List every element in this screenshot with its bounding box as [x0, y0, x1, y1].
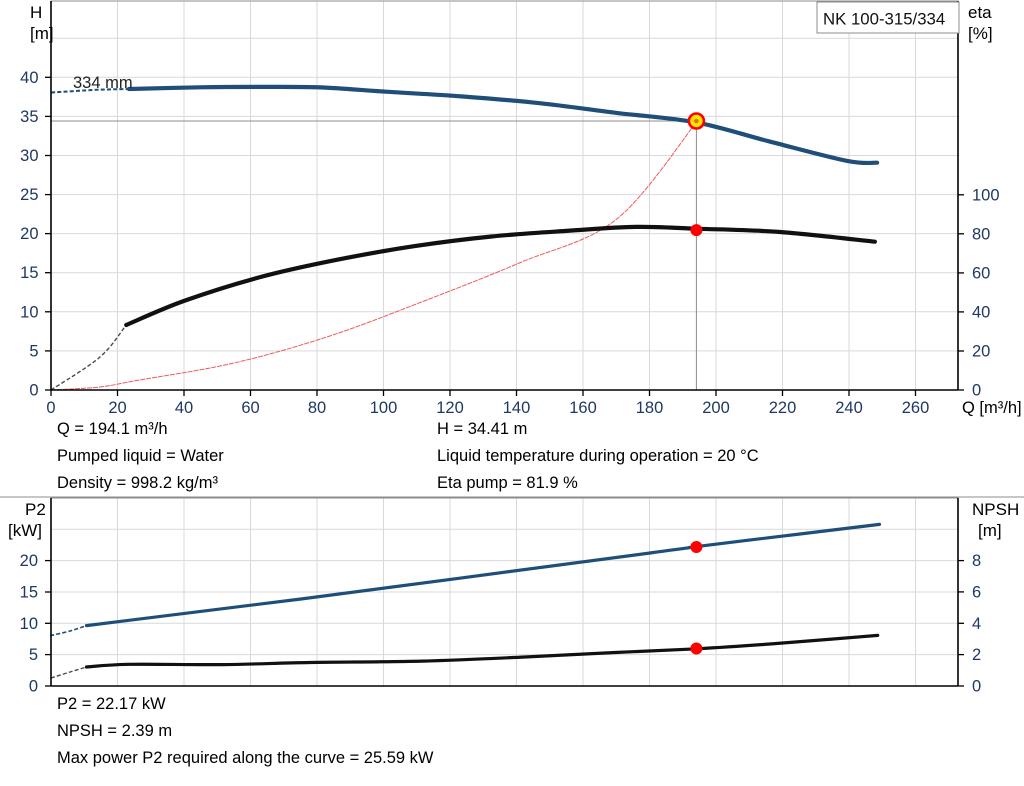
svg-text:200: 200	[702, 399, 730, 417]
svg-text:eta: eta	[968, 3, 992, 22]
svg-text:10: 10	[20, 615, 38, 633]
svg-text:80: 80	[308, 399, 326, 417]
svg-text:NPSH = 2.39 m: NPSH = 2.39 m	[57, 722, 172, 740]
svg-text:140: 140	[503, 399, 531, 417]
svg-text:100: 100	[972, 186, 1000, 204]
svg-text:H = 34.41 m: H = 34.41 m	[437, 420, 527, 438]
svg-text:Q = 194.1 m³/h: Q = 194.1 m³/h	[57, 420, 168, 438]
svg-text:20: 20	[20, 225, 38, 243]
svg-text:240: 240	[835, 399, 863, 417]
svg-text:40: 40	[972, 303, 990, 321]
svg-text:15: 15	[20, 584, 38, 602]
svg-text:0: 0	[972, 678, 981, 696]
svg-text:Q [m³/h]: Q [m³/h]	[962, 399, 1022, 417]
svg-text:40: 40	[20, 69, 38, 87]
svg-text:20: 20	[20, 552, 38, 570]
svg-text:5: 5	[29, 646, 38, 664]
svg-text:0: 0	[972, 382, 981, 400]
svg-text:35: 35	[20, 108, 38, 126]
svg-text:260: 260	[902, 399, 930, 417]
svg-text:Pumped liquid = Water: Pumped liquid = Water	[57, 447, 224, 465]
svg-text:25: 25	[20, 186, 38, 204]
svg-text:Eta pump = 81.9 %: Eta pump = 81.9 %	[437, 474, 578, 492]
svg-text:[kW]: [kW]	[8, 521, 42, 540]
svg-text:0: 0	[29, 382, 38, 400]
svg-text:160: 160	[569, 399, 597, 417]
svg-text:180: 180	[636, 399, 664, 417]
svg-text:NPSH: NPSH	[972, 500, 1019, 519]
svg-text:[m]: [m]	[30, 24, 54, 43]
svg-text:40: 40	[175, 399, 193, 417]
svg-text:8: 8	[972, 552, 981, 570]
svg-text:H: H	[30, 3, 42, 22]
svg-text:6: 6	[972, 583, 981, 601]
svg-text:0: 0	[29, 678, 38, 696]
svg-text:10: 10	[20, 303, 38, 321]
svg-text:4: 4	[972, 615, 981, 633]
svg-text:NK 100-315/334: NK 100-315/334	[823, 10, 945, 29]
svg-text:P2: P2	[25, 500, 46, 519]
svg-text:220: 220	[769, 399, 797, 417]
svg-text:20: 20	[108, 399, 126, 417]
svg-text:Max power P2 required along th: Max power P2 required along the curve = …	[57, 749, 434, 767]
svg-text:30: 30	[20, 147, 38, 165]
svg-text:0: 0	[46, 399, 55, 417]
svg-text:[%]: [%]	[968, 24, 993, 43]
svg-text:[m]: [m]	[978, 521, 1002, 540]
svg-text:334 mm: 334 mm	[73, 74, 133, 92]
svg-text:Density = 998.2 kg/m³: Density = 998.2 kg/m³	[57, 474, 218, 492]
svg-text:2: 2	[972, 646, 981, 664]
svg-text:5: 5	[29, 342, 38, 360]
svg-text:120: 120	[436, 399, 464, 417]
svg-text:80: 80	[972, 225, 990, 243]
svg-text:20: 20	[972, 343, 990, 361]
svg-text:P2 = 22.17 kW: P2 = 22.17 kW	[57, 695, 166, 713]
svg-text:15: 15	[20, 264, 38, 282]
svg-text:60: 60	[972, 264, 990, 282]
svg-text:100: 100	[370, 399, 398, 417]
svg-text:60: 60	[241, 399, 259, 417]
svg-text:Liquid temperature during oper: Liquid temperature during operation = 20…	[437, 447, 759, 465]
